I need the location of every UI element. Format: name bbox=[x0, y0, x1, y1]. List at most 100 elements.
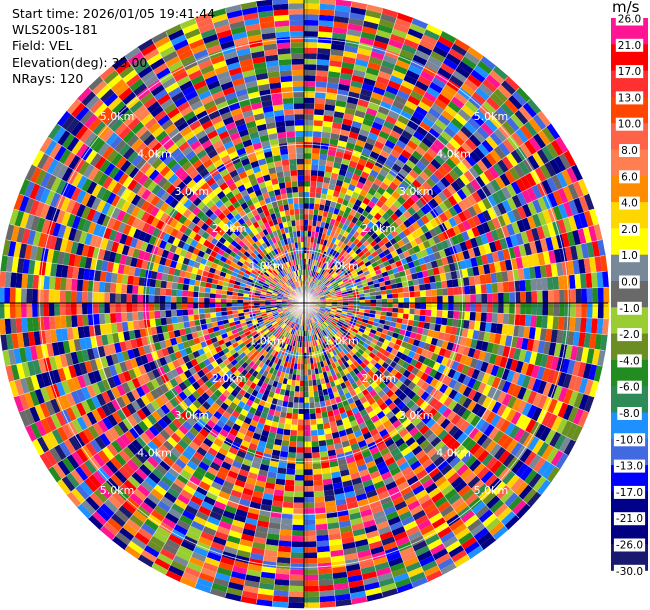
velocity-gate bbox=[428, 323, 436, 331]
velocity-gate bbox=[337, 514, 351, 523]
velocity-gate bbox=[420, 381, 430, 392]
velocity-gate bbox=[470, 523, 486, 537]
velocity-gate bbox=[524, 279, 532, 292]
velocity-gate bbox=[420, 372, 429, 382]
velocity-gate bbox=[321, 263, 327, 270]
velocity-gate bbox=[321, 411, 329, 419]
velocity-gate bbox=[514, 291, 521, 303]
velocity-gate bbox=[461, 536, 477, 550]
velocity-gate bbox=[594, 333, 603, 350]
velocity-gate bbox=[334, 314, 341, 319]
velocity-gate bbox=[332, 190, 340, 198]
velocity-gate bbox=[220, 298, 227, 303]
velocity-gate bbox=[561, 330, 569, 345]
velocity-gate bbox=[447, 121, 460, 134]
velocity-gate bbox=[165, 295, 171, 303]
velocity-gate bbox=[187, 308, 194, 316]
velocity-gate bbox=[352, 272, 359, 278]
velocity-gate bbox=[309, 276, 313, 282]
velocity-gate bbox=[492, 481, 507, 496]
velocity-gate bbox=[564, 303, 571, 317]
velocity-gate bbox=[323, 205, 330, 212]
velocity-gate bbox=[327, 189, 335, 196]
velocity-gate bbox=[490, 229, 500, 242]
velocity-gate bbox=[319, 400, 326, 408]
velocity-gate bbox=[497, 313, 504, 324]
velocity-gate bbox=[297, 430, 304, 437]
velocity-gate bbox=[304, 253, 307, 259]
velocity-gate bbox=[293, 396, 300, 403]
velocity-gate bbox=[329, 278, 336, 284]
velocity-gate bbox=[427, 329, 435, 338]
velocity-gate bbox=[76, 314, 84, 327]
velocity-gate bbox=[371, 121, 383, 131]
velocity-gate bbox=[454, 501, 469, 515]
velocity-gate bbox=[343, 552, 359, 561]
velocity-gate bbox=[431, 303, 438, 310]
velocity-gate bbox=[343, 259, 350, 266]
velocity-gate bbox=[351, 338, 358, 345]
velocity-gate bbox=[498, 292, 504, 303]
velocity-gate bbox=[310, 318, 313, 324]
velocity-gate bbox=[453, 381, 463, 392]
velocity-gate bbox=[464, 154, 477, 167]
velocity-gate bbox=[425, 60, 440, 73]
velocity-gate bbox=[15, 287, 22, 303]
velocity-gate bbox=[580, 243, 590, 259]
velocity-gate bbox=[376, 186, 386, 196]
velocity-gate bbox=[563, 316, 571, 331]
velocity-gate bbox=[324, 171, 332, 179]
velocity-gate bbox=[336, 278, 343, 284]
velocity-gate bbox=[486, 194, 497, 208]
velocity-gate bbox=[459, 241, 468, 252]
velocity-gate bbox=[319, 198, 326, 206]
velocity-gate bbox=[337, 83, 351, 92]
velocity-gate bbox=[271, 449, 281, 457]
velocity-gate bbox=[440, 239, 450, 250]
velocity-gate bbox=[349, 363, 357, 371]
velocity-gate bbox=[499, 260, 507, 272]
velocity-gate bbox=[366, 345, 374, 352]
velocity-gate bbox=[464, 439, 477, 452]
velocity-gate bbox=[349, 512, 362, 521]
velocity-gate bbox=[318, 584, 335, 592]
velocity-gate bbox=[532, 392, 543, 407]
velocity-gate bbox=[380, 290, 387, 295]
velocity-gate bbox=[506, 439, 519, 454]
velocity-gate bbox=[104, 292, 110, 303]
velocity-gate bbox=[504, 357, 514, 370]
velocity-gate bbox=[316, 545, 331, 553]
velocity-gate bbox=[511, 384, 522, 398]
velocity-gate bbox=[315, 81, 328, 88]
velocity-gate bbox=[268, 522, 281, 530]
velocity-gate bbox=[343, 361, 350, 369]
velocity-gate bbox=[337, 280, 344, 286]
velocity-gate bbox=[341, 417, 350, 425]
velocity-gate bbox=[394, 500, 408, 511]
velocity-gate bbox=[515, 232, 524, 246]
velocity-gate bbox=[591, 349, 601, 366]
velocity-gate bbox=[520, 361, 530, 375]
velocity-gate bbox=[457, 373, 467, 384]
velocity-gate bbox=[512, 91, 527, 107]
velocity-gate bbox=[483, 169, 495, 183]
velocity-gate bbox=[464, 100, 479, 114]
velocity-gate bbox=[578, 393, 590, 411]
velocity-gate bbox=[467, 194, 478, 206]
velocity-gate bbox=[434, 205, 444, 216]
velocity-gate bbox=[357, 157, 368, 167]
velocity-gate bbox=[131, 303, 138, 312]
velocity-gate bbox=[59, 303, 66, 316]
velocity-gate bbox=[442, 535, 459, 549]
velocity-gate bbox=[469, 285, 476, 295]
velocity-gate bbox=[483, 351, 492, 363]
velocity-gate bbox=[490, 272, 498, 284]
velocity-gate bbox=[361, 351, 369, 359]
velocity-gate bbox=[485, 74, 501, 89]
velocity-gate bbox=[318, 291, 324, 296]
velocity-gate bbox=[313, 322, 317, 329]
velocity-gate bbox=[419, 524, 435, 536]
velocity-gate bbox=[574, 317, 582, 332]
velocity-gate bbox=[589, 257, 597, 273]
velocity-gate bbox=[468, 496, 483, 511]
